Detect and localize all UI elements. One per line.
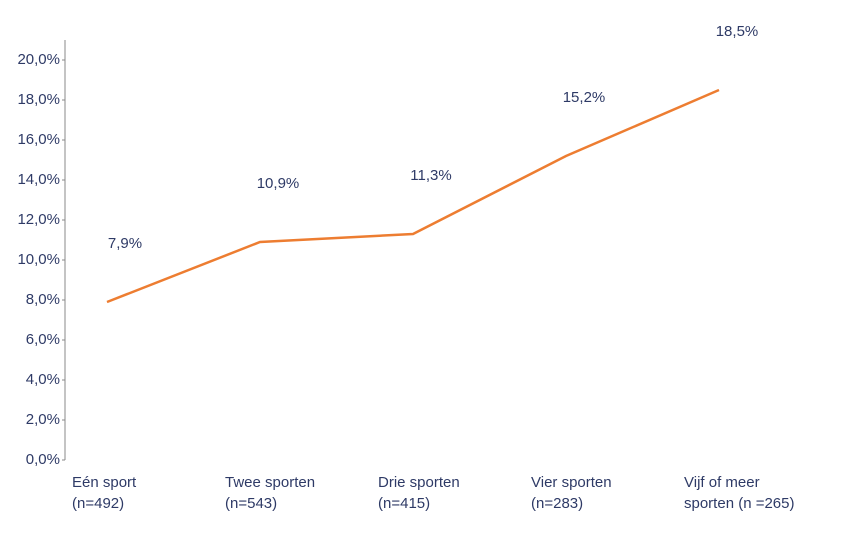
data-label: 11,3% — [410, 167, 451, 184]
y-tick-label: 2,0% — [26, 411, 60, 428]
y-tick-label: 0,0% — [26, 451, 60, 468]
y-tick-label: 6,0% — [26, 331, 60, 348]
x-tick-label: Twee sporten (n=543) — [225, 474, 316, 512]
y-tick-label: 4,0% — [26, 371, 60, 388]
data-label: 7,9% — [108, 235, 142, 252]
y-tick-label: 18,0% — [17, 91, 60, 108]
line — [106, 88, 720, 304]
x-tick-label: Drie sporten (n=415) — [378, 474, 460, 512]
y-tick-label: 8,0% — [26, 291, 60, 308]
data-label: 15,2% — [563, 89, 606, 106]
y-tick-label: 16,0% — [17, 131, 60, 148]
data-label: 18,5% — [716, 23, 759, 40]
data-label: 10,9% — [257, 175, 300, 192]
y-tick-label: 14,0% — [17, 171, 60, 188]
x-tick-label: Vier sporten (n=283) — [531, 474, 612, 512]
y-tick-label: 20,0% — [17, 51, 60, 68]
y-tick-label: 12,0% — [17, 211, 60, 228]
y-tick-label: 10,0% — [17, 251, 60, 268]
x-tick-label: Vijf of meer sporten (n =265) — [684, 474, 795, 512]
x-tick-label: Eén sport (n=492) — [72, 474, 137, 512]
